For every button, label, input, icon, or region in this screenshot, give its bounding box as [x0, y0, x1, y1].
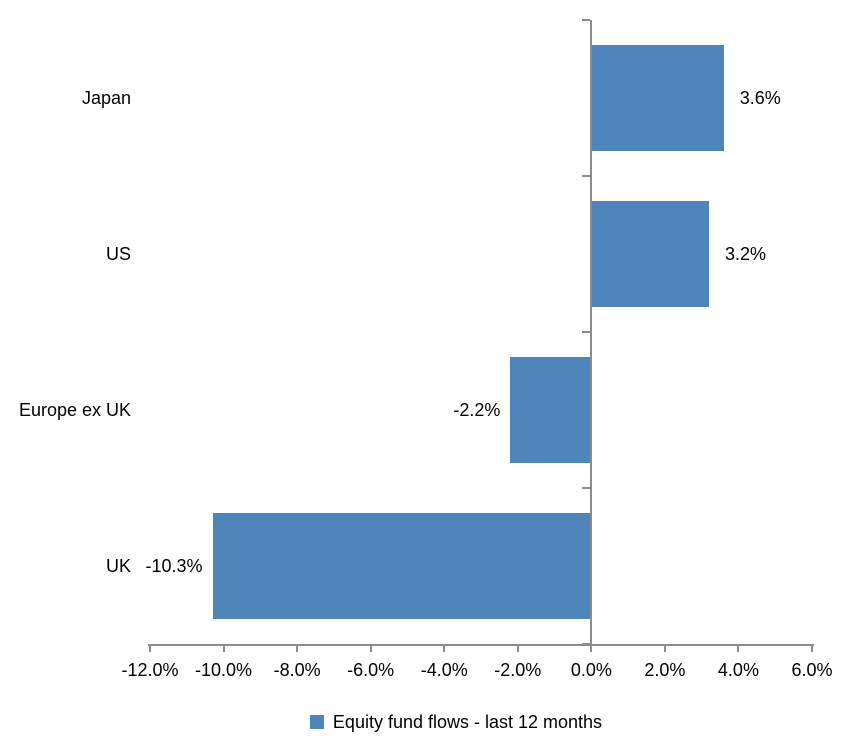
y-axis-tick	[582, 19, 591, 21]
x-axis-tick	[737, 646, 740, 652]
x-axis-tick-label: -10.0%	[195, 660, 253, 680]
value-label-uk: -10.3%	[145, 556, 203, 576]
x-axis-tick	[222, 646, 225, 652]
bar-uk	[212, 513, 592, 619]
category-label-uk: UK	[105, 556, 131, 576]
legend: Equity fund flows - last 12 months	[60, 708, 852, 736]
x-axis-tick	[369, 646, 372, 652]
category-label-europe-ex-uk: Europe ex UK	[18, 400, 131, 420]
category-label-us: US	[105, 244, 131, 264]
x-axis-line	[148, 644, 814, 646]
bar-japan	[591, 45, 724, 151]
bar-us	[591, 201, 710, 307]
x-axis-tick-label: 0.0%	[570, 660, 612, 680]
bar-europe-ex-uk	[510, 357, 592, 463]
x-axis-tick	[516, 646, 519, 652]
x-axis-tick	[149, 646, 151, 652]
x-axis-tick-label: -6.0%	[347, 660, 395, 680]
value-label-europe-ex-uk: -2.2%	[453, 400, 501, 420]
x-axis-tick-label: -12.0%	[121, 660, 179, 680]
x-axis-tick-label: -4.0%	[420, 660, 468, 680]
value-label-us: 3.2%	[725, 244, 767, 264]
x-axis-tick-label: 6.0%	[791, 660, 833, 680]
x-axis-tick-label: -8.0%	[273, 660, 321, 680]
y-axis-tick	[582, 331, 591, 333]
legend-swatch-icon	[309, 715, 324, 729]
x-axis-tick	[296, 646, 299, 652]
category-label-japan: Japan	[81, 88, 131, 108]
x-axis-tick	[443, 646, 446, 652]
value-label-japan: 3.6%	[739, 88, 781, 108]
x-axis-tick-label: -2.0%	[494, 660, 542, 680]
x-axis-tick	[811, 646, 813, 652]
y-axis-tick	[582, 487, 591, 489]
x-axis-tick	[590, 646, 593, 652]
x-axis-tick-label: 2.0%	[644, 660, 686, 680]
x-axis-tick	[663, 646, 666, 652]
y-axis-tick	[582, 175, 591, 177]
x-axis-tick-label: 4.0%	[717, 660, 759, 680]
y-axis-line	[590, 20, 593, 644]
legend-label: Equity fund flows - last 12 months	[332, 712, 603, 732]
